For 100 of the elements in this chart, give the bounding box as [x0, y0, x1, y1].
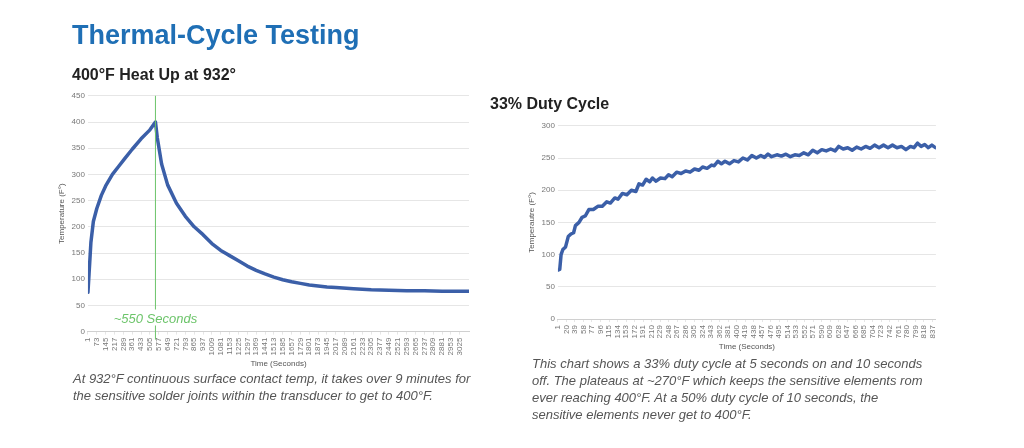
y-tick-label: 100: [71, 274, 86, 284]
x-tick-label: 1081: [215, 337, 225, 356]
x-tick-label: 39: [570, 324, 580, 334]
x-tick-label: 818: [919, 324, 929, 339]
x-tick-label: 1585: [277, 337, 287, 356]
x-tick-label: 217: [109, 337, 119, 351]
y-tick-label: 100: [541, 249, 556, 259]
x-tick-label: 2593: [401, 337, 411, 356]
x-axis-title: Time (Seconds): [250, 359, 307, 369]
x-tick-label: 210: [646, 324, 656, 339]
x-tick-label: 571: [808, 324, 818, 339]
y-tick-label: 350: [71, 143, 86, 153]
x-tick-label: 2809: [428, 337, 438, 356]
y-tick-label: 50: [546, 282, 556, 292]
x-tick-label: 761: [893, 324, 903, 339]
y-tick-label: 250: [71, 195, 86, 205]
x-tick-label: 780: [902, 324, 912, 339]
x-tick-label: 1: [83, 337, 93, 343]
y-tick-label: 300: [71, 169, 86, 179]
x-tick-label: 609: [825, 324, 835, 339]
x-tick-label: 96: [595, 324, 605, 334]
y-tick-label: 0: [80, 326, 86, 336]
x-tick-label: 289: [118, 337, 128, 351]
x-tick-label: 476: [765, 324, 775, 339]
x-tick-label: 495: [774, 324, 784, 339]
x-tick-label: 2089: [339, 337, 349, 356]
x-tick-label: 577: [153, 337, 163, 351]
x-tick-label: 647: [842, 324, 852, 339]
x-tick-label: 2953: [446, 337, 456, 356]
x-tick-label: 20: [561, 324, 571, 334]
y-tick-label: 400: [71, 117, 86, 127]
y-tick-label: 300: [541, 121, 556, 130]
y-tick-label: 200: [541, 185, 556, 195]
x-tick-label: 1513: [269, 337, 279, 356]
x-tick-label: 2449: [384, 337, 394, 356]
x-tick-label: 433: [136, 337, 146, 351]
ref-line-label: ~550 Seconds: [113, 310, 198, 326]
x-tick-label: 742: [885, 324, 894, 339]
x-tick-label: 837: [927, 324, 937, 339]
x-tick-label: 1801: [304, 337, 314, 356]
x-tick-label: 172: [629, 324, 639, 339]
x-tick-label: 2377: [375, 337, 385, 356]
y-tick-label: 200: [71, 222, 86, 231]
x-tick-label: 1873: [313, 337, 323, 356]
y-axis-title: Temperautre (F°): [527, 191, 536, 253]
y-tick-label: 50: [76, 300, 86, 310]
x-tick-label: 1153: [224, 337, 234, 355]
x-tick-label: 505: [145, 337, 155, 351]
x-tick-label: 115: [604, 324, 614, 338]
x-tick-label: 2665: [410, 337, 420, 356]
x-tick-label: 1009: [207, 337, 217, 356]
x-tick-label: 73: [92, 337, 101, 347]
x-tick-label: 628: [833, 324, 843, 339]
x-tick-label: 267: [672, 324, 682, 339]
x-tick-label: 723: [876, 324, 886, 339]
x-tick-label: 793: [180, 337, 190, 351]
chart-subtitle: 400°F Heat Up at 932°: [72, 66, 236, 84]
x-tick-label: 457: [757, 324, 767, 339]
x-tick-label: 1945: [322, 337, 332, 356]
x-tick-label: 2233: [357, 337, 367, 356]
chart-title: Thermal-Cycle Testing: [72, 20, 360, 51]
x-tick-label: 145: [100, 337, 110, 351]
x-tick-label: 2737: [419, 337, 429, 356]
x-axis-title: Time (Seconds): [718, 342, 776, 352]
y-tick-label: 150: [541, 217, 556, 227]
y-axis-title: Temperature (F°): [57, 183, 66, 244]
x-tick-label: 2521: [393, 337, 403, 356]
x-tick-label: 1225: [233, 337, 243, 356]
x-tick-label: 704: [867, 324, 877, 339]
x-tick-label: 2305: [366, 337, 376, 356]
x-tick-label: 77: [587, 324, 597, 334]
x-tick-label: 191: [638, 324, 648, 339]
x-tick-label: 1441: [260, 337, 270, 356]
x-tick-label: 1657: [286, 337, 296, 356]
x-tick-label: 2017: [331, 337, 341, 356]
x-tick-label: 153: [621, 324, 631, 339]
x-tick-label: 514: [782, 324, 792, 339]
text: This chart shows a 33% duty cycle at 5 seconds on and 10 seconds off. The plateaus at ~270°F which keeps the sensitive elements rom ever reaching 400°F. At a 50% duty cycle of 10 seconds, the sensitive elements never get to 400°F.: [532, 355, 924, 423]
x-tick-label: 799: [910, 324, 920, 339]
x-tick-label: 590: [816, 324, 826, 339]
y-tick-label: 450: [71, 91, 86, 100]
x-tick-label: 419: [740, 324, 750, 339]
x-tick-label: 400: [731, 324, 741, 339]
x-tick-label: 937: [198, 337, 208, 351]
chart-title: 33% Duty Cycle: [490, 95, 610, 113]
x-tick-label: 229: [655, 324, 665, 339]
x-tick-label: 305: [689, 324, 699, 339]
x-tick-label: 248: [663, 324, 673, 339]
x-tick-label: 533: [791, 324, 801, 339]
y-tick-label: 0: [550, 314, 556, 324]
x-tick-label: 58: [578, 324, 588, 334]
x-tick-label: 685: [859, 324, 869, 339]
x-tick-label: 1297: [242, 337, 252, 356]
x-tick-label: 1: [553, 324, 563, 330]
x-tick-label: 286: [680, 324, 690, 339]
x-tick-label: 2881: [437, 337, 447, 356]
x-tick-label: 649: [162, 337, 172, 351]
text: At 932°F continuous surface contact temp, it takes over 9 minutes for the sensitive solder joints within the transducer to get to 400°F.: [73, 370, 472, 404]
x-tick-label: 438: [748, 324, 758, 339]
x-tick-label: 721: [171, 337, 181, 351]
